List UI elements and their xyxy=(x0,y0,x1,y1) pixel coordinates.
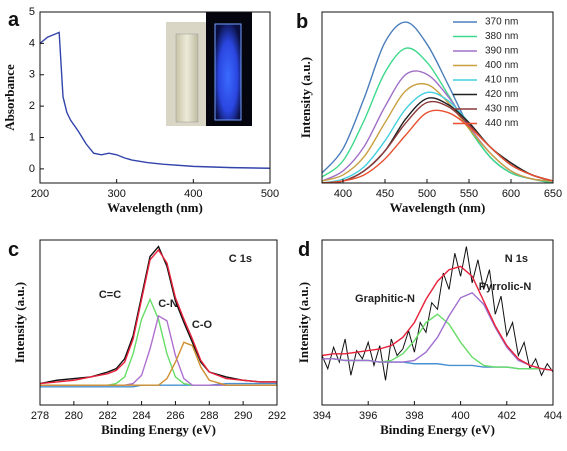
peak-label: C-O xyxy=(192,319,213,331)
legend-label: 410 nm xyxy=(485,75,518,86)
x-tick-label: 300 xyxy=(107,188,125,200)
peak-label: Pyrrolic-N xyxy=(479,281,532,293)
peak-label: C=C xyxy=(99,289,121,301)
x-axis-title: Binding Energy (eV) xyxy=(380,422,495,437)
x-tick-label: 650 xyxy=(544,188,562,200)
x-tick-label: 400 xyxy=(184,188,202,200)
x-tick-label: 450 xyxy=(376,188,394,200)
data-line xyxy=(322,82,553,182)
plot-frame xyxy=(39,11,271,184)
data-line xyxy=(40,245,277,385)
panel-letter: b xyxy=(296,11,308,33)
x-tick-label: 402 xyxy=(498,410,516,422)
legend-label: 400 nm xyxy=(485,60,518,71)
x-tick-label: 200 xyxy=(31,188,49,200)
x-tick-label: 292 xyxy=(268,410,286,422)
x-axis-title: Binding Energy (eV) xyxy=(101,422,216,437)
x-axis-title: Wavelength (nm) xyxy=(390,200,486,215)
y-tick-label: 0 xyxy=(29,163,35,175)
data-line xyxy=(322,47,553,183)
x-tick-label: 400 xyxy=(451,410,469,422)
legend-label: 420 nm xyxy=(485,89,518,100)
y-axis-title: Intensity (a.u.) xyxy=(12,282,27,363)
x-tick-label: 550 xyxy=(460,188,478,200)
data-line xyxy=(40,341,277,386)
x-axis-title: Wavelength (nm) xyxy=(107,200,203,215)
y-tick-label: 3 xyxy=(29,69,35,81)
x-tick-label: 398 xyxy=(405,410,423,422)
legend-label: 370 nm xyxy=(485,17,518,28)
y-axis-title: Absorbance xyxy=(2,64,17,131)
panel-letter: c xyxy=(8,239,19,261)
x-tick-label: 394 xyxy=(313,410,331,422)
cuvette xyxy=(175,33,199,123)
data-line xyxy=(40,297,277,386)
data-line xyxy=(40,31,270,169)
x-tick-label: 284 xyxy=(132,410,150,422)
plot-frame xyxy=(39,239,278,406)
y-tick-label: 1 xyxy=(29,131,35,143)
y-tick-label: 2 xyxy=(29,100,35,112)
plot-frame xyxy=(321,11,554,184)
panel-letter: a xyxy=(8,9,20,31)
x-tick-label: 396 xyxy=(359,410,377,422)
y-axis-title: Intensity (a.u.) xyxy=(298,57,313,138)
data-line xyxy=(322,291,553,372)
data-line xyxy=(322,265,553,372)
legend-label: 380 nm xyxy=(485,31,518,42)
peak-label: C-N xyxy=(158,298,178,310)
x-tick-label: 400 xyxy=(334,188,352,200)
data-line xyxy=(322,313,553,372)
cuvette xyxy=(214,23,242,121)
x-tick-label: 290 xyxy=(234,410,252,422)
data-line xyxy=(322,246,553,381)
data-line xyxy=(40,248,277,385)
legend-label: 440 nm xyxy=(485,118,518,129)
x-tick-label: 600 xyxy=(502,188,520,200)
x-tick-label: 404 xyxy=(544,410,562,422)
data-line xyxy=(40,314,277,386)
x-tick-label: 500 xyxy=(261,188,279,200)
annotation: C 1s xyxy=(229,253,252,265)
panel-letter: d xyxy=(298,239,310,261)
y-axis-title: Intensity (a.u.) xyxy=(296,282,311,363)
plot-frame xyxy=(321,239,554,406)
x-tick-label: 278 xyxy=(31,410,49,422)
x-tick-label: 282 xyxy=(99,410,117,422)
peak-label: Graphitic-N xyxy=(355,293,415,305)
x-tick-label: 500 xyxy=(418,188,436,200)
data-line xyxy=(322,109,553,183)
legend-label: 390 nm xyxy=(485,46,518,57)
x-tick-label: 288 xyxy=(200,410,218,422)
annotation: N 1s xyxy=(505,253,528,265)
x-tick-label: 280 xyxy=(65,410,83,422)
y-tick-label: 5 xyxy=(29,6,35,18)
legend-label: 430 nm xyxy=(485,104,518,115)
y-tick-label: 4 xyxy=(29,37,35,49)
x-tick-label: 286 xyxy=(166,410,184,422)
